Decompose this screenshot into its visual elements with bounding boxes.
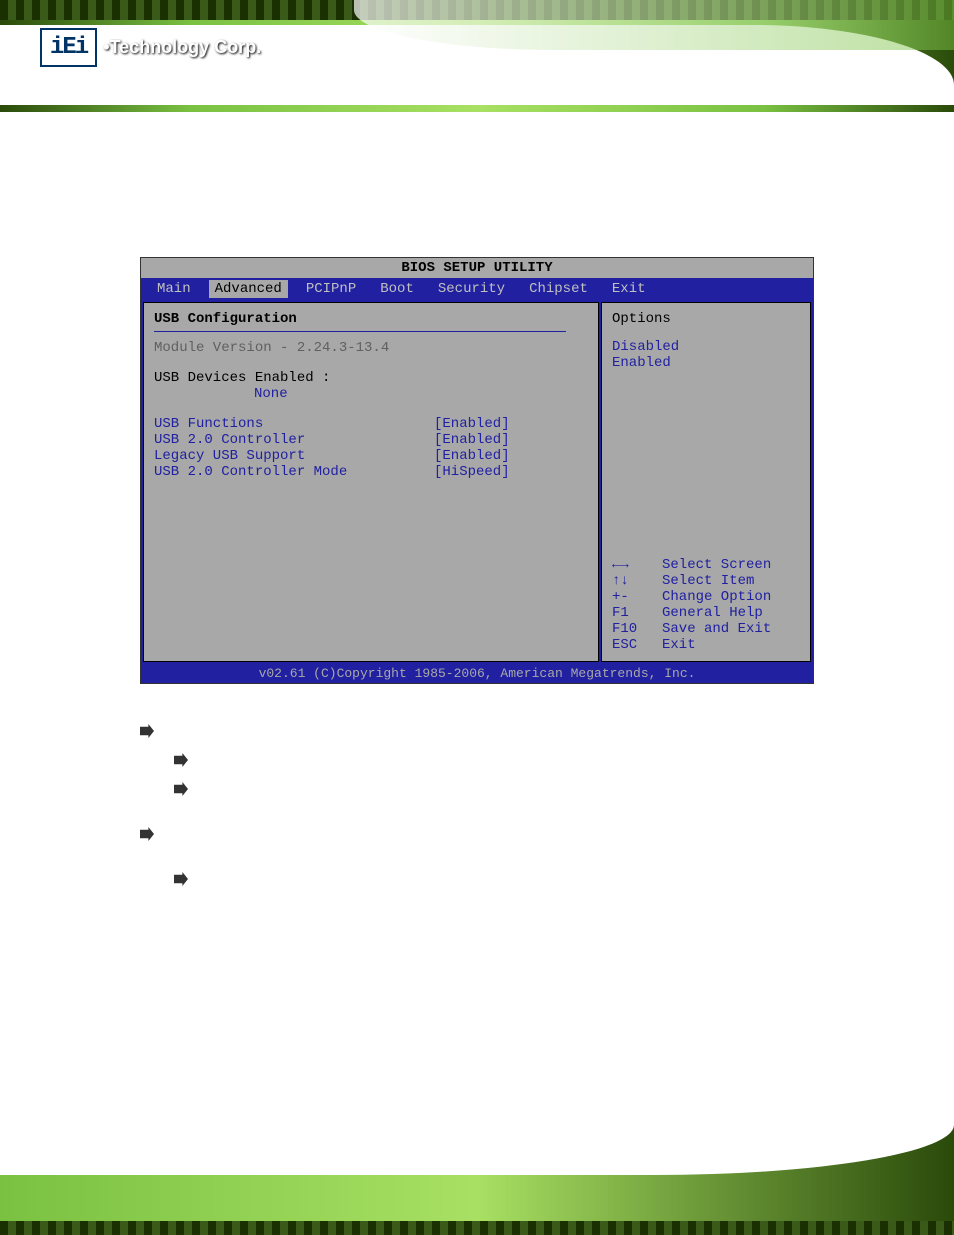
setting-label: USB 2.0 Controller <box>154 432 434 448</box>
doc-item-sub <box>174 872 814 887</box>
tab-chipset[interactable]: Chipset <box>523 280 594 298</box>
help-list: ←→Select Screen↑↓Select Item+-Change Opt… <box>612 557 800 653</box>
doc-text <box>196 753 200 768</box>
logo-text: •Technology Corp. <box>103 37 261 58</box>
tab-pcipnp[interactable]: PCIPnP <box>300 280 362 298</box>
arrow-icon <box>174 753 188 767</box>
option-item[interactable]: Disabled <box>612 339 800 355</box>
section-divider <box>154 331 566 332</box>
doc-item <box>140 724 814 739</box>
help-key: ↑↓ <box>612 573 662 589</box>
help-key: +- <box>612 589 662 605</box>
setting-row[interactable]: USB Functions[Enabled] <box>154 416 588 432</box>
settings-list: USB Functions[Enabled]USB 2.0 Controller… <box>154 416 588 480</box>
tab-boot[interactable]: Boot <box>374 280 420 298</box>
setting-row[interactable]: USB 2.0 Controller Mode[HiSpeed] <box>154 464 588 480</box>
help-row: F1General Help <box>612 605 800 621</box>
devices-label: USB Devices Enabled : <box>154 370 588 386</box>
bios-side-panel: Options DisabledEnabled ←→Select Screen↑… <box>601 302 811 662</box>
arrow-icon <box>174 872 188 886</box>
help-row: +-Change Option <box>612 589 800 605</box>
help-row: ←→Select Screen <box>612 557 800 573</box>
help-row: F10Save and Exit <box>612 621 800 637</box>
help-key: F10 <box>612 621 662 637</box>
logo: iEi •Technology Corp. <box>40 28 261 67</box>
doc-text <box>196 872 200 887</box>
header-banner: iEi •Technology Corp. <box>0 0 954 112</box>
bios-body: USB Configuration Module Version - 2.24.… <box>141 300 813 664</box>
setting-value: [Enabled] <box>434 448 510 464</box>
help-row: ESCExit <box>612 637 800 653</box>
logo-box: iEi <box>40 28 97 67</box>
option-item[interactable]: Enabled <box>612 355 800 371</box>
bios-window: BIOS SETUP UTILITY Main Advanced PCIPnP Boo… <box>140 257 814 684</box>
setting-label: USB Functions <box>154 416 434 432</box>
doc-item-sub <box>174 753 814 768</box>
setting-value: [Enabled] <box>434 432 510 448</box>
doc-text <box>162 827 166 842</box>
devices-value: None <box>254 386 588 402</box>
footer-banner <box>0 1125 954 1235</box>
side-top: Options DisabledEnabled <box>612 311 800 557</box>
module-version: Module Version - 2.24.3-13.4 <box>154 340 588 356</box>
setting-value: [Enabled] <box>434 416 510 432</box>
options-title: Options <box>612 311 800 327</box>
help-text: Save and Exit <box>662 621 771 637</box>
doc-item-sub <box>174 782 814 797</box>
arrow-icon <box>174 782 188 796</box>
tab-main[interactable]: Main <box>151 280 197 298</box>
help-row: ↑↓Select Item <box>612 573 800 589</box>
content-area: BIOS SETUP UTILITY Main Advanced PCIPnP Boo… <box>0 112 954 931</box>
doc-text <box>162 724 166 739</box>
help-text: Select Item <box>662 573 754 589</box>
doc-item <box>140 827 814 842</box>
bios-tabs: Main Advanced PCIPnP Boot Security Chipset Exi… <box>141 278 813 300</box>
help-text: Select Screen <box>662 557 771 573</box>
doc-text <box>196 782 200 797</box>
help-text: Exit <box>662 637 696 653</box>
arrow-icon <box>140 724 154 738</box>
help-key: ESC <box>612 637 662 653</box>
bios-title: BIOS SETUP UTILITY <box>141 258 813 278</box>
arrow-icon <box>140 827 154 841</box>
tab-advanced[interactable]: Advanced <box>209 280 288 298</box>
doc-section <box>140 724 814 887</box>
help-key: F1 <box>612 605 662 621</box>
bios-main-panel: USB Configuration Module Version - 2.24.… <box>143 302 599 662</box>
tab-security[interactable]: Security <box>432 280 511 298</box>
setting-label: Legacy USB Support <box>154 448 434 464</box>
section-title: USB Configuration <box>154 311 588 327</box>
setting-row[interactable]: USB 2.0 Controller[Enabled] <box>154 432 588 448</box>
help-text: General Help <box>662 605 763 621</box>
setting-value: [HiSpeed] <box>434 464 510 480</box>
setting-row[interactable]: Legacy USB Support[Enabled] <box>154 448 588 464</box>
options-list: DisabledEnabled <box>612 339 800 371</box>
tab-exit[interactable]: Exit <box>606 280 652 298</box>
bios-footer: v02.61 (C)Copyright 1985-2006, American … <box>141 664 813 683</box>
help-text: Change Option <box>662 589 771 605</box>
help-key: ←→ <box>612 557 662 573</box>
setting-label: USB 2.0 Controller Mode <box>154 464 434 480</box>
